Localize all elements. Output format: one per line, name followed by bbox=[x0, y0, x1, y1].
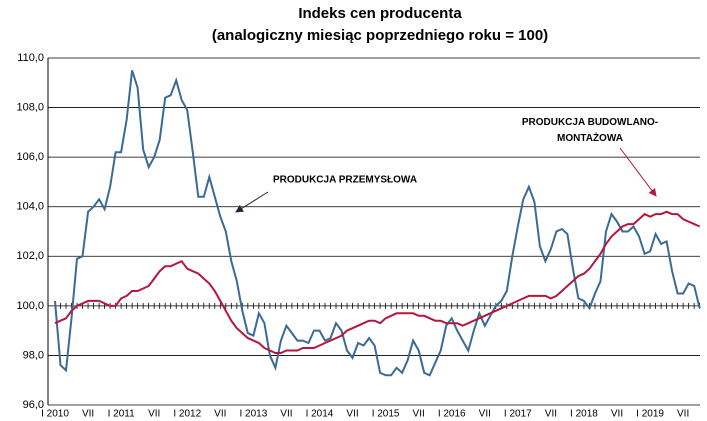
y-tick-label: 100,0 bbox=[16, 300, 44, 312]
x-tick-label: I 2017 bbox=[504, 409, 532, 420]
y-tick-label: 98,0 bbox=[23, 349, 44, 361]
x-tick-label: I 2010 bbox=[41, 409, 69, 420]
chart-title: Indeks cen producenta bbox=[298, 5, 462, 22]
x-tick-label: I 2018 bbox=[570, 409, 598, 420]
y-tick-label: 110,0 bbox=[17, 52, 44, 64]
x-tick-label: I 2012 bbox=[173, 409, 201, 420]
x-tick-label: VII bbox=[413, 409, 425, 420]
x-tick-label: VII bbox=[545, 409, 557, 420]
legend-arrow bbox=[619, 147, 657, 197]
y-tick-label: 102,0 bbox=[16, 250, 44, 262]
legend-arrow bbox=[235, 191, 269, 213]
x-tick-label: I 2011 bbox=[108, 409, 135, 420]
x-tick-label: I 2014 bbox=[306, 409, 334, 420]
series-line bbox=[54, 210, 701, 354]
x-tick-label: I 2016 bbox=[438, 409, 466, 420]
x-tick-label: VII bbox=[214, 409, 226, 420]
x-tick-label: VII bbox=[346, 409, 358, 420]
y-tick-label: 106,0 bbox=[16, 151, 44, 163]
x-tick-label: VII bbox=[479, 409, 491, 420]
x-tick-label: VII bbox=[611, 409, 623, 420]
x-tick-label: I 2019 bbox=[636, 409, 664, 420]
y-tick-label: 96,0 bbox=[23, 399, 44, 411]
legend-label: PRODUKCJA BUDOWLANO-MONTAŻOWA bbox=[522, 117, 658, 144]
x-tick-label: VII bbox=[677, 409, 689, 420]
x-tick-label: I 2015 bbox=[372, 409, 400, 420]
series-line bbox=[54, 70, 701, 377]
legend-label: PRODUKCJA PRZEMYSŁOWA bbox=[273, 175, 417, 186]
y-tick-label: 104,0 bbox=[16, 201, 44, 213]
x-tick-label: VII bbox=[280, 409, 292, 420]
y-tick-label: 108,0 bbox=[16, 101, 44, 113]
x-tick-label: VII bbox=[148, 409, 160, 420]
x-tick-label: VII bbox=[82, 409, 94, 420]
chart-subtitle: (analogiczny miesiąc poprzedniego roku =… bbox=[212, 27, 548, 44]
x-tick-label: I 2013 bbox=[239, 409, 267, 420]
